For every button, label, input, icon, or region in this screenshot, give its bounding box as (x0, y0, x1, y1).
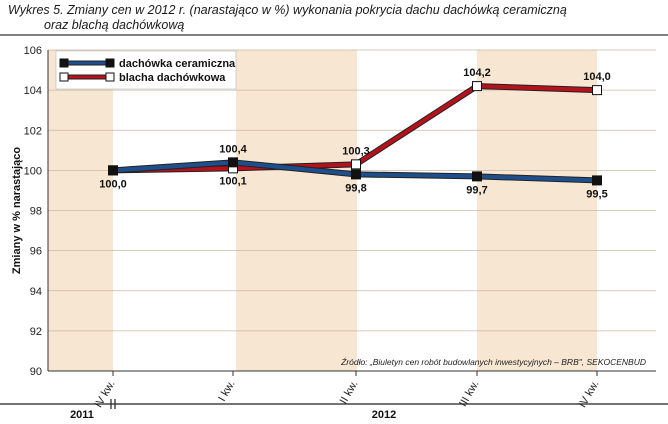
data-label-s0-0: 100,0 (99, 178, 127, 190)
year-label-2012: 2012 (372, 409, 396, 421)
series-lines (108, 81, 602, 186)
marker-s1-3 (472, 81, 482, 92)
y-tick-92: 92 (30, 326, 42, 338)
marker-s0-1 (228, 157, 238, 168)
data-label-s1-1: 100,1 (219, 175, 247, 187)
y-tick-labels: 90 92 94 96 98 100 102 104 106 (24, 45, 42, 378)
chart-title-line1: Wykres 5. Zmiany cen w 2012 r. (narastaj… (8, 3, 567, 17)
marker-s0-0 (108, 165, 118, 176)
x-axis (112, 371, 598, 376)
data-label-s0-1: 100,4 (219, 143, 247, 155)
legend-marker-left-0 (59, 58, 69, 68)
marker-s0-3 (472, 171, 482, 182)
y-axis-label: Zmiany w % narastająco (11, 147, 23, 274)
data-label-s1-2: 100,3 (342, 145, 370, 157)
marker-s1-4 (592, 85, 602, 96)
category-labels: IV kw. I kw. II kw. III kw. IV kw. (93, 379, 602, 410)
y-tick-106: 106 (24, 45, 42, 57)
category-label-1: I kw. (216, 379, 237, 404)
category-label-2: II kw. (338, 379, 361, 407)
marker-s1-2 (351, 159, 361, 170)
data-label-s0-3: 99,7 (466, 184, 487, 196)
legend: dachówka ceramiczna blacha dachówkowa (55, 50, 237, 90)
y-tick-90: 90 (30, 366, 42, 378)
y-tick-94: 94 (30, 286, 42, 298)
legend-label-1: blacha dachówkowa (119, 72, 226, 84)
data-label-s0-4: 99,5 (586, 188, 607, 200)
marker-s0-4 (592, 175, 602, 186)
legend-label-0: dachówka ceramiczna (119, 58, 236, 70)
y-tick-102: 102 (24, 125, 42, 137)
year-label-2011: 2011 (70, 409, 94, 421)
year-row: 2011 2012 (0, 399, 668, 421)
source-note: Źródło: „Biuletyn cen robót budowlanych … (340, 357, 646, 367)
y-tick-100: 100 (24, 165, 42, 177)
legend-box (55, 50, 237, 90)
data-label-s0-2: 99,8 (345, 182, 366, 194)
y-tick-96: 96 (30, 246, 42, 258)
data-labels: 100,0 100,4 99,8 99,7 99,5 100,1 100,3 104,2 104… (99, 67, 611, 200)
chart-title-line2: oraz blachą dachówkową (44, 18, 184, 32)
y-tick-98: 98 (30, 206, 42, 218)
legend-marker-right-1 (105, 72, 115, 82)
category-label-4: IV kw. (577, 379, 602, 410)
legend-marker-left-1 (59, 72, 69, 82)
marker-s0-2 (351, 169, 361, 180)
y-tick-104: 104 (24, 85, 42, 97)
legend-marker-right-0 (105, 58, 115, 68)
category-label-0: IV kw. (93, 379, 118, 410)
data-label-s1-4: 104,0 (583, 71, 611, 83)
data-label-s1-3: 104,2 (463, 67, 491, 79)
